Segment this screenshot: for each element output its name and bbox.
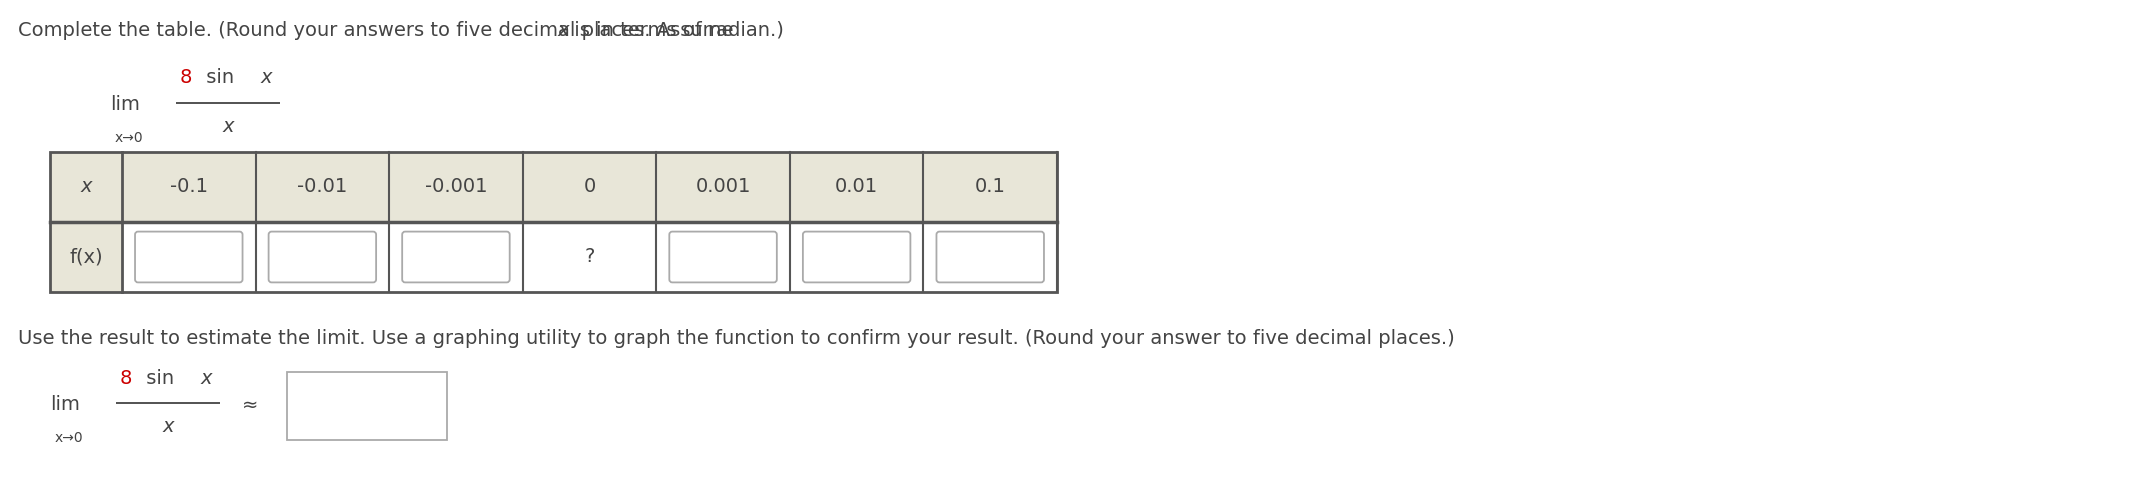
Text: x: x — [222, 118, 235, 136]
Text: x→0: x→0 — [56, 431, 84, 445]
Text: Complete the table. (Round your answers to five decimal places. Assume: Complete the table. (Round your answers … — [17, 20, 740, 39]
FancyBboxPatch shape — [269, 232, 377, 282]
Text: Use the result to estimate the limit. Use a graphing utility to graph the functi: Use the result to estimate the limit. Us… — [17, 329, 1455, 348]
Bar — [49, 152, 1057, 222]
Text: x→0: x→0 — [114, 131, 144, 145]
FancyBboxPatch shape — [669, 232, 777, 282]
Text: ≈: ≈ — [241, 395, 258, 414]
Text: 8: 8 — [181, 69, 192, 88]
Text: is in terms of radian.): is in terms of radian.) — [568, 20, 783, 39]
FancyBboxPatch shape — [402, 232, 510, 282]
Text: x: x — [161, 417, 174, 437]
Text: lim: lim — [49, 395, 80, 414]
Text: 8: 8 — [121, 369, 133, 387]
Bar — [49, 152, 123, 292]
Text: 0.001: 0.001 — [695, 177, 751, 197]
Text: -0.1: -0.1 — [170, 177, 209, 197]
Text: 0: 0 — [583, 177, 596, 197]
Text: x: x — [260, 69, 271, 88]
Text: sin: sin — [200, 69, 241, 88]
Text: lim: lim — [110, 96, 140, 115]
Bar — [49, 152, 1057, 292]
Text: -0.01: -0.01 — [297, 177, 346, 197]
FancyBboxPatch shape — [136, 232, 243, 282]
Text: x: x — [557, 20, 568, 39]
Text: x: x — [200, 369, 211, 387]
Text: 0.01: 0.01 — [835, 177, 878, 197]
Text: sin: sin — [140, 369, 181, 387]
Text: ?: ? — [585, 248, 594, 266]
FancyBboxPatch shape — [286, 372, 448, 440]
Text: f(x): f(x) — [69, 248, 103, 266]
FancyBboxPatch shape — [936, 232, 1044, 282]
Text: x: x — [80, 177, 93, 197]
FancyBboxPatch shape — [803, 232, 910, 282]
Text: -0.001: -0.001 — [424, 177, 486, 197]
Text: 0.1: 0.1 — [975, 177, 1005, 197]
